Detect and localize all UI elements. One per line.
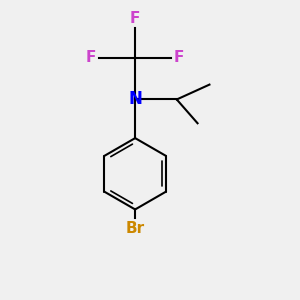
Text: F: F — [86, 50, 97, 65]
Text: F: F — [130, 11, 140, 26]
Text: N: N — [128, 91, 142, 109]
Text: F: F — [174, 50, 184, 65]
Text: Br: Br — [126, 221, 145, 236]
